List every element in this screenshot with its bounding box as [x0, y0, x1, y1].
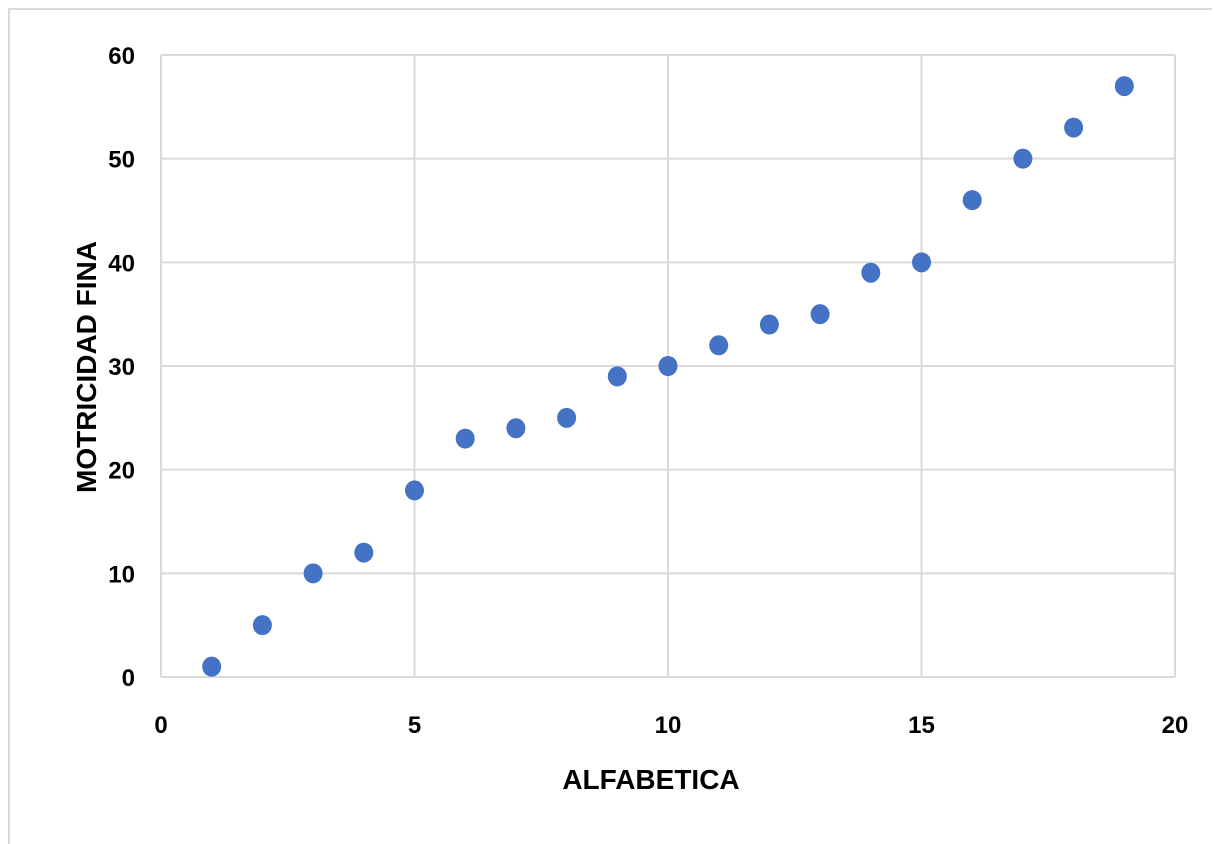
y-tick-label: 60 [108, 43, 135, 70]
data-point [405, 480, 424, 501]
data-point [709, 335, 729, 356]
y-tick-label: 0 [122, 665, 135, 692]
data-point [658, 356, 678, 376]
data-point [354, 542, 374, 563]
y-tick-label: 50 [108, 147, 135, 174]
y-tick-label: 10 [108, 561, 135, 588]
data-point [759, 314, 779, 335]
tick-labels: 0 5 10 15 20 0 10 20 30 40 50 60 [108, 43, 1188, 739]
x-tick-label: 0 [154, 712, 167, 739]
chart-frame [8, 8, 1212, 844]
data-point [303, 563, 323, 584]
data-point [1064, 117, 1084, 138]
data-points [202, 76, 1134, 677]
data-point [506, 418, 526, 439]
data-point [252, 615, 272, 636]
y-tick-label: 20 [108, 458, 135, 485]
data-point [912, 252, 931, 273]
data-point [607, 366, 627, 387]
y-tick-label: 40 [108, 250, 135, 277]
data-point [455, 428, 475, 449]
data-point [861, 262, 881, 283]
data-point [557, 407, 577, 428]
data-point [1013, 148, 1033, 169]
y-axis-title: MOTRICIDAD FINA [71, 241, 102, 493]
data-point [810, 304, 830, 325]
x-axis-title: ALFABETICA [562, 764, 739, 795]
data-point [1114, 76, 1134, 97]
data-point [962, 190, 982, 211]
x-tick-label: 15 [908, 712, 935, 739]
x-tick-label: 5 [408, 712, 421, 739]
x-tick-label: 20 [1162, 712, 1189, 739]
data-point [202, 656, 222, 677]
grid [160, 54, 1176, 678]
y-tick-label: 30 [108, 354, 135, 381]
x-tick-label: 10 [655, 712, 682, 739]
